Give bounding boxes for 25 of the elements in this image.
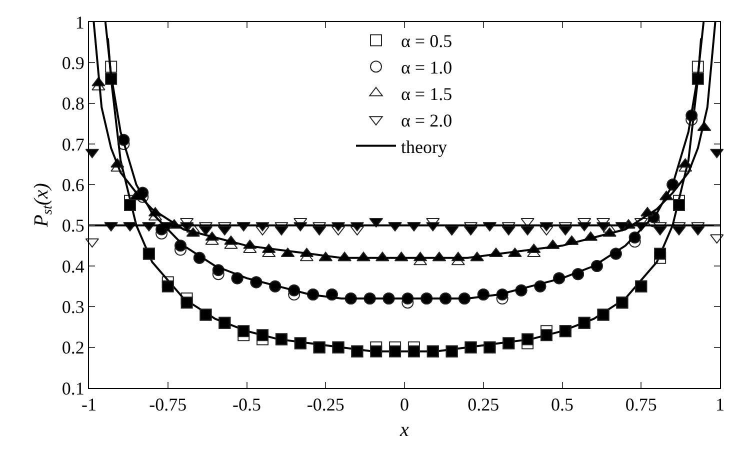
y-tick-label: 0.4 (62, 256, 84, 276)
x-tick-label: -1 (82, 394, 96, 415)
y-tick-label: 0.5 (62, 216, 84, 236)
x-tick-label: 0 (400, 394, 409, 415)
legend-label: α = 1.5 (401, 84, 452, 104)
x-tick-label: -0.25 (306, 394, 344, 415)
x-tick-label: -0.5 (232, 394, 261, 415)
y-tick-label: 0.3 (62, 296, 84, 317)
legend-label: α = 1.0 (401, 58, 452, 78)
x-tick-label: 0.25 (468, 394, 500, 415)
legend-label: theory (401, 136, 447, 157)
legend-label: α = 0.5 (401, 31, 452, 52)
x-tick-label: -0.75 (149, 394, 187, 415)
x-axis-title: x (399, 419, 410, 442)
y-tick-label: 0.9 (62, 52, 84, 73)
y-tick-label: 0.8 (62, 94, 84, 114)
x-tick-label: 0.5 (551, 394, 574, 415)
y-tick-label: 0.7 (62, 134, 84, 154)
y-tick-label: 0.6 (62, 174, 84, 195)
y-tick-label: 1 (75, 12, 84, 32)
x-tick-label: 0.75 (625, 394, 657, 415)
y-tick-label: 0.2 (62, 338, 84, 358)
legend-label: α = 2.0 (401, 110, 452, 130)
y-tick-label: 0.1 (62, 378, 84, 398)
x-tick-label: 1 (716, 394, 724, 415)
